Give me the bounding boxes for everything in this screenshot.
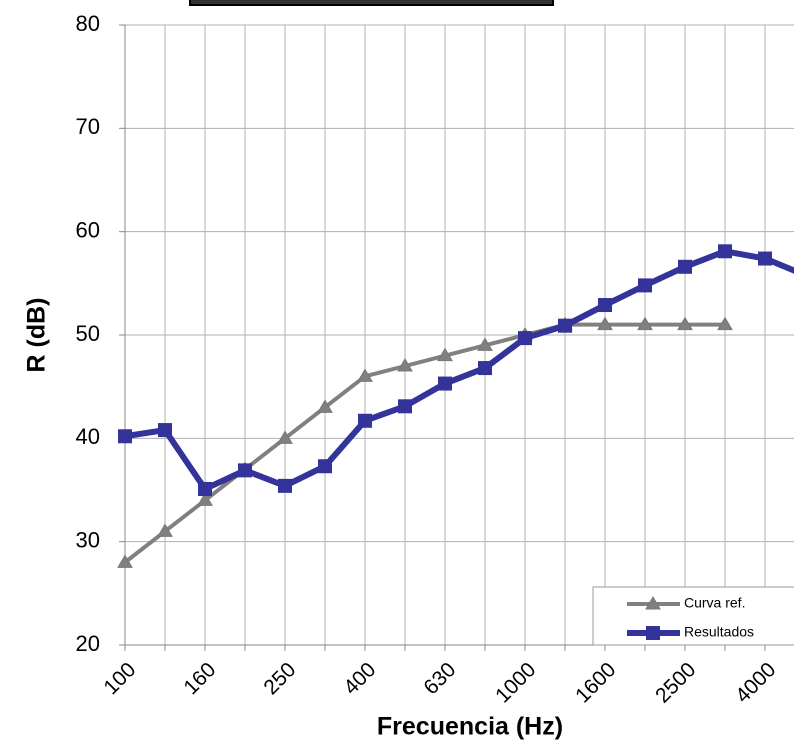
y-axis-title: R (dB) [23, 298, 51, 373]
y-tick-label: 20 [76, 631, 100, 656]
y-tick-label: 80 [76, 11, 100, 36]
x-tick-label: 1600 [571, 658, 620, 707]
series-marker [558, 319, 572, 333]
series-marker [118, 429, 132, 443]
series-marker [598, 298, 612, 312]
x-tick-label: 2500 [651, 658, 700, 707]
series-marker [718, 244, 732, 258]
series-marker [758, 252, 772, 266]
x-tick-label: 160 [179, 658, 220, 699]
series-marker [318, 459, 332, 473]
plot [118, 244, 794, 567]
y-tick-label: 70 [76, 114, 100, 139]
series-marker [238, 463, 252, 477]
series-marker [398, 399, 412, 413]
series-marker [478, 361, 492, 375]
x-tick-label: 100 [99, 658, 140, 699]
series-line [125, 251, 794, 489]
series-marker [678, 260, 692, 274]
x-tick-label: 1000 [491, 658, 540, 707]
y-tick-label: 40 [76, 424, 100, 449]
x-tick-label: 400 [339, 658, 380, 699]
legend: Curva ref. Resultados [593, 587, 794, 645]
series-marker [198, 482, 212, 496]
y-tick-label: 60 [76, 217, 100, 242]
series-marker [278, 479, 292, 493]
y-tick-label: 30 [76, 527, 100, 552]
y-tick-label: 50 [76, 321, 100, 346]
series-marker [518, 331, 532, 345]
chart: 20 30 40 50 60 70 80 100 160 250 400 630 1000 1600 250… [0, 0, 794, 745]
series-marker [158, 423, 172, 437]
x-tick-label: 250 [259, 658, 300, 699]
series-marker [358, 414, 372, 428]
x-tick-label: 4000 [731, 658, 780, 707]
image-fragment [190, 0, 553, 5]
series-line [125, 325, 725, 563]
legend-label: Resultados [684, 624, 754, 640]
legend-label: Curva ref. [684, 595, 745, 611]
series-marker [438, 377, 452, 391]
series-marker [638, 278, 652, 292]
legend-marker [646, 626, 660, 640]
x-tick-label: 630 [419, 658, 460, 699]
x-axis-title: Frecuencia (Hz) [377, 713, 563, 741]
